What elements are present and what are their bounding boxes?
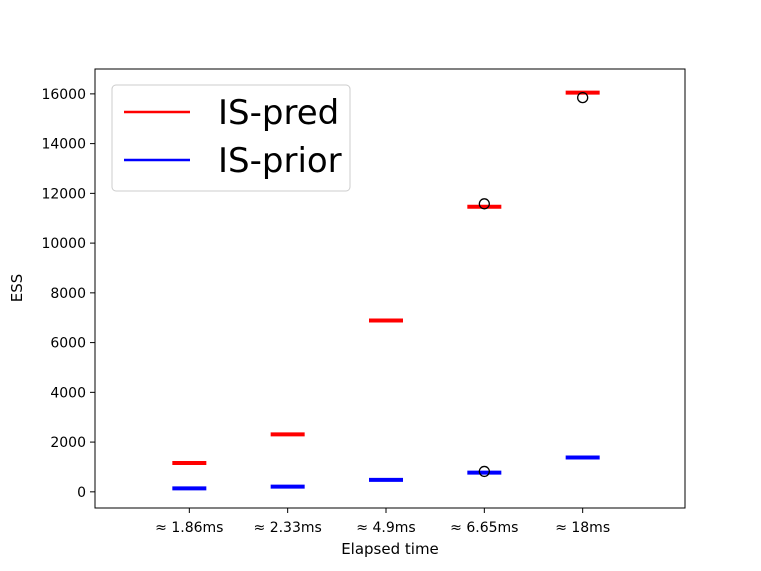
y-tick-label: 4000 (50, 385, 86, 401)
y-axis: 0 2000 4000 6000 8000 10000 12000 14000 16000 (41, 87, 95, 501)
x-tick-label: ≈ 4.9ms (356, 520, 415, 536)
y-tick-label: 16000 (41, 87, 86, 103)
outlier-point (478, 198, 490, 210)
outlier-point (478, 465, 490, 478)
x-tick-label: ≈ 6.65ms (450, 520, 518, 536)
legend: IS-pred IS-prior (111, 84, 351, 192)
outlier-point (577, 91, 589, 104)
x-tick-label: ≈ 2.33ms (254, 520, 322, 536)
legend-label-is-pred: IS-pred (218, 93, 339, 133)
chart-marks (172, 90, 600, 491)
x-tick-label: ≈ 18ms (555, 520, 610, 536)
x-axis-label: Elapsed time (341, 540, 439, 558)
y-tick-label: 14000 (41, 137, 86, 153)
y-tick-label: 8000 (50, 286, 86, 302)
x-tick-label: ≈ 1.86ms (155, 520, 223, 536)
legend-label-is-prior: IS-prior (218, 141, 342, 181)
plot-frame (94, 68, 686, 509)
y-tick-label: 6000 (50, 336, 86, 352)
x-axis: ≈ 1.86ms ≈ 2.33ms ≈ 4.9ms ≈ 6.65ms ≈ 18ms (155, 508, 610, 536)
y-tick-label: 0 (77, 485, 86, 501)
y-tick-label: 2000 (50, 435, 86, 451)
y-tick-label: 10000 (41, 236, 86, 252)
y-tick-label: 12000 (41, 186, 86, 202)
y-axis-label: ESS (8, 274, 26, 303)
